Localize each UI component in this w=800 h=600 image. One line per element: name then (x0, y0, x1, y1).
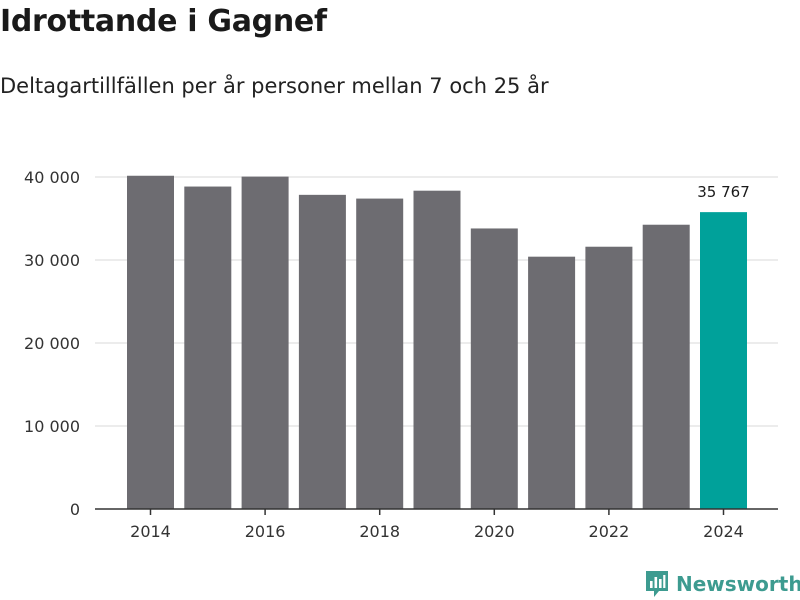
chart-title: Idrottande i Gagnef (0, 4, 327, 39)
bar-2020 (470, 228, 518, 509)
bar-2015 (184, 186, 232, 510)
x-tick-label: 2024 (703, 522, 744, 541)
x-tick-label: 2022 (589, 522, 630, 541)
bar-2017 (298, 194, 346, 509)
y-tick-label: 0 (70, 500, 80, 519)
brand-name: Newsworthy (676, 572, 800, 596)
newsworthy-logo-icon (646, 571, 668, 597)
y-tick-label: 40 000 (24, 168, 80, 187)
x-tick-label: 2014 (130, 522, 171, 541)
bar-2021 (528, 256, 576, 509)
brand-logo: Newsworthy (644, 569, 800, 599)
bar-2019 (413, 190, 461, 509)
y-tick-label: 30 000 (24, 251, 80, 270)
axes: 0 10 000 20 000 30 000 40 000 2014 2016 2018 202… (24, 168, 778, 541)
y-tick-label: 10 000 (24, 417, 80, 436)
data-label: 35 767 (697, 183, 750, 201)
bar-2024 (700, 212, 747, 509)
bar-2023 (642, 224, 690, 509)
bars: 35 767 (127, 175, 750, 510)
x-tick-label: 2016 (245, 522, 286, 541)
x-tick-label: 2018 (359, 522, 400, 541)
bar-2018 (356, 198, 404, 509)
y-tick-label: 20 000 (24, 334, 80, 353)
bar-2014 (127, 175, 174, 509)
x-tick-label: 2020 (474, 522, 515, 541)
chart-subtitle: Deltagartillfällen per år personer mella… (0, 74, 549, 98)
bar-2016 (241, 176, 289, 509)
bar-2022 (585, 246, 633, 509)
